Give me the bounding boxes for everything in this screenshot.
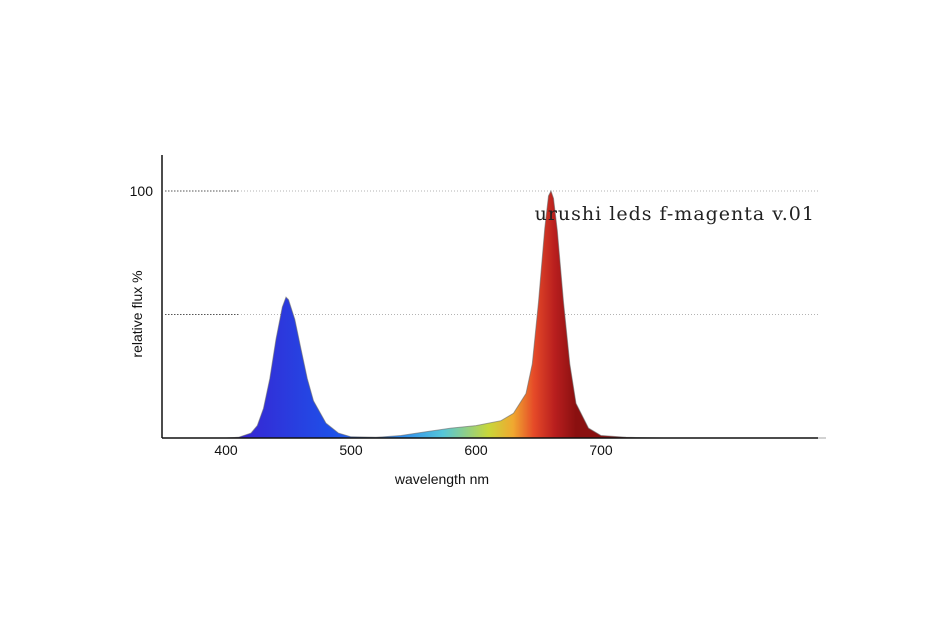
axes bbox=[161, 155, 818, 439]
plot-area bbox=[163, 189, 826, 439]
chart-title: urushi leds f-magenta v.01 bbox=[535, 203, 815, 225]
spectrum-line bbox=[163, 189, 826, 439]
x-tick-label-600: 600 bbox=[464, 442, 488, 458]
x-tick-labels: 400 500 600 700 bbox=[214, 442, 613, 458]
y-axis-label: relative flux % bbox=[129, 270, 145, 357]
x-axis-label: wavelength nm bbox=[394, 471, 489, 487]
x-tick-label-400: 400 bbox=[214, 442, 238, 458]
y-tick-label-100: 100 bbox=[130, 183, 154, 199]
x-tick-label-700: 700 bbox=[589, 442, 613, 458]
gridlines bbox=[165, 190, 818, 315]
x-tick-label-500: 500 bbox=[339, 442, 363, 458]
y-tick-labels: 100 bbox=[130, 183, 154, 199]
